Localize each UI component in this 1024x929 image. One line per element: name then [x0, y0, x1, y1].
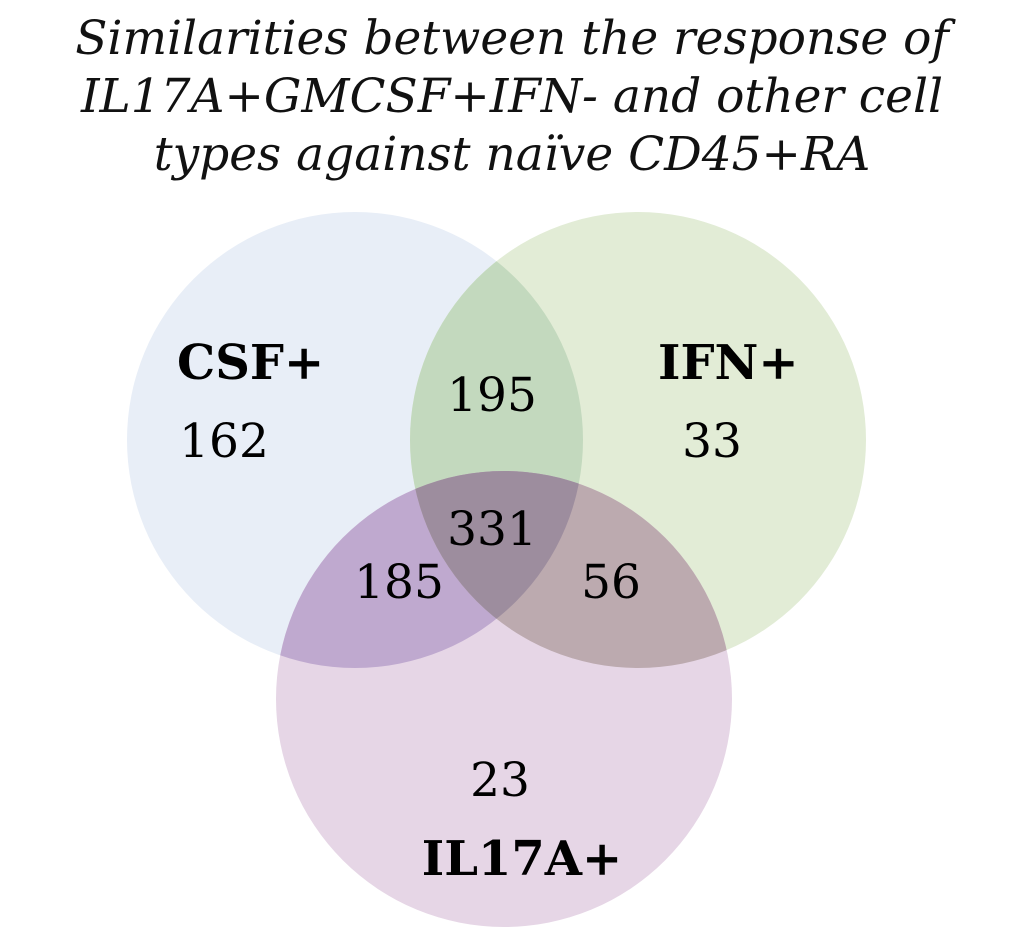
title-line-1: Similarities between the response of: [75, 11, 949, 66]
venn-region-csf-il17a: [276, 471, 583, 668]
venn-region-ifn-il17a: [410, 471, 732, 668]
count-ifn-il17a: 56: [581, 555, 641, 610]
diagram-title: Similarities between the response of IL1…: [0, 10, 1024, 184]
title-line-2: IL17A+GMCSF+IFN- and other cell: [80, 69, 944, 124]
count-il17a-only: 23: [470, 753, 530, 808]
count-csf-only: 162: [179, 414, 269, 469]
set-label-csf: CSF+: [177, 335, 324, 391]
title-line-3: types against naïve CD45+RA: [153, 127, 871, 182]
set-label-ifn: IFN+: [658, 335, 799, 391]
count-all: 331: [447, 502, 537, 557]
count-csf-ifn: 195: [447, 368, 537, 423]
count-csf-il17a: 185: [354, 555, 444, 610]
count-ifn-only: 33: [682, 414, 742, 469]
set-label-il17a: IL17A+: [422, 831, 622, 887]
